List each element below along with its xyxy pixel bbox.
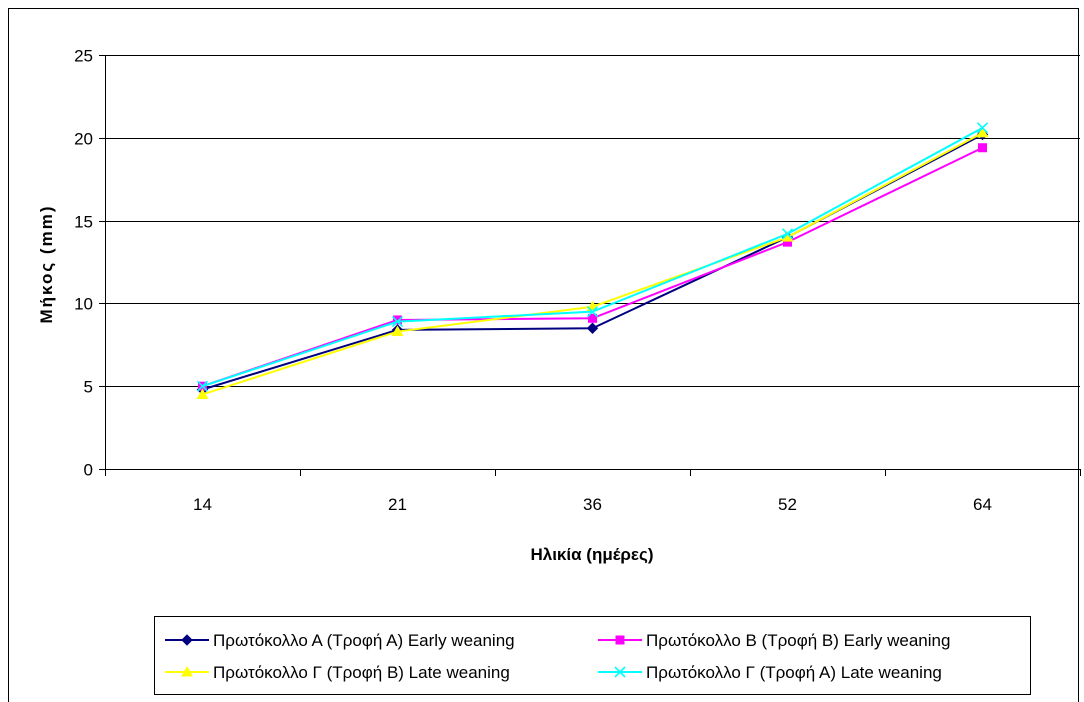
series-layer [196, 122, 989, 399]
legend-marker [614, 666, 626, 678]
data-point [586, 322, 599, 334]
legend-label: Πρωτόκολλο Β (Τροφή Β) Early weaning [646, 631, 950, 650]
chart-border [8, 8, 1079, 702]
x-tick-label: 14 [193, 495, 212, 514]
data-point [586, 306, 599, 318]
data-point [976, 122, 989, 134]
y-tick-label: 10 [74, 295, 93, 314]
gridlines [105, 55, 1080, 387]
x-tick-label: 64 [973, 495, 992, 514]
legend-label: Πρωτόκολλο Γ (Τροφή Β) Late weaning [213, 663, 510, 682]
data-point [976, 126, 989, 138]
data-point [391, 325, 404, 337]
legend-marker [615, 635, 625, 645]
y-tick-label: 15 [74, 213, 93, 232]
data-point [196, 380, 209, 392]
x-tick-label: 21 [388, 495, 407, 514]
data-point [781, 231, 794, 242]
data-point [978, 143, 987, 153]
x-tick-label: 36 [583, 495, 602, 514]
data-point [391, 316, 404, 328]
data-point [196, 388, 209, 399]
legend-marker [181, 634, 193, 646]
series-4 [196, 122, 989, 392]
legend-item: Πρωτόκολλο Γ (Τροφή Β) Late weaning [165, 663, 510, 682]
y-tick-label: 0 [84, 461, 93, 480]
x-axis-title: Ηλικία (ημέρες) [530, 545, 653, 564]
legend-label: Πρωτόκολλο Γ (Τροφή Α) Late weaning [646, 663, 942, 682]
axes: 0 5 10 15 20 25 14 21 36 52 64 [74, 47, 1081, 514]
legend-label: Πρωτόκολλο Α (Τροφή Α) Early weaning [213, 631, 515, 650]
legend-item: Πρωτόκολλο Α (Τροφή Α) Early weaning [165, 631, 515, 650]
y-tick-label: 5 [84, 378, 93, 397]
data-point [393, 315, 402, 325]
data-point [588, 313, 597, 323]
data-point [783, 237, 792, 247]
y-tick-label: 20 [74, 130, 93, 149]
x-tick-label: 52 [778, 495, 797, 514]
y-axis-title: Μήκος (mm) [37, 205, 56, 324]
legend: Πρωτόκολλο Α (Τροφή Α) Early weaning Πρωτ… [154, 616, 1031, 695]
legend-item: Πρωτόκολλο Β (Τροφή Β) Early weaning [598, 631, 950, 650]
legend-box [154, 616, 1031, 695]
data-point [781, 228, 794, 240]
legend-marker [181, 666, 193, 677]
legend-item: Πρωτόκολλο Γ (Τροφή Α) Late weaning [598, 663, 942, 682]
y-tick-label: 25 [74, 47, 93, 66]
